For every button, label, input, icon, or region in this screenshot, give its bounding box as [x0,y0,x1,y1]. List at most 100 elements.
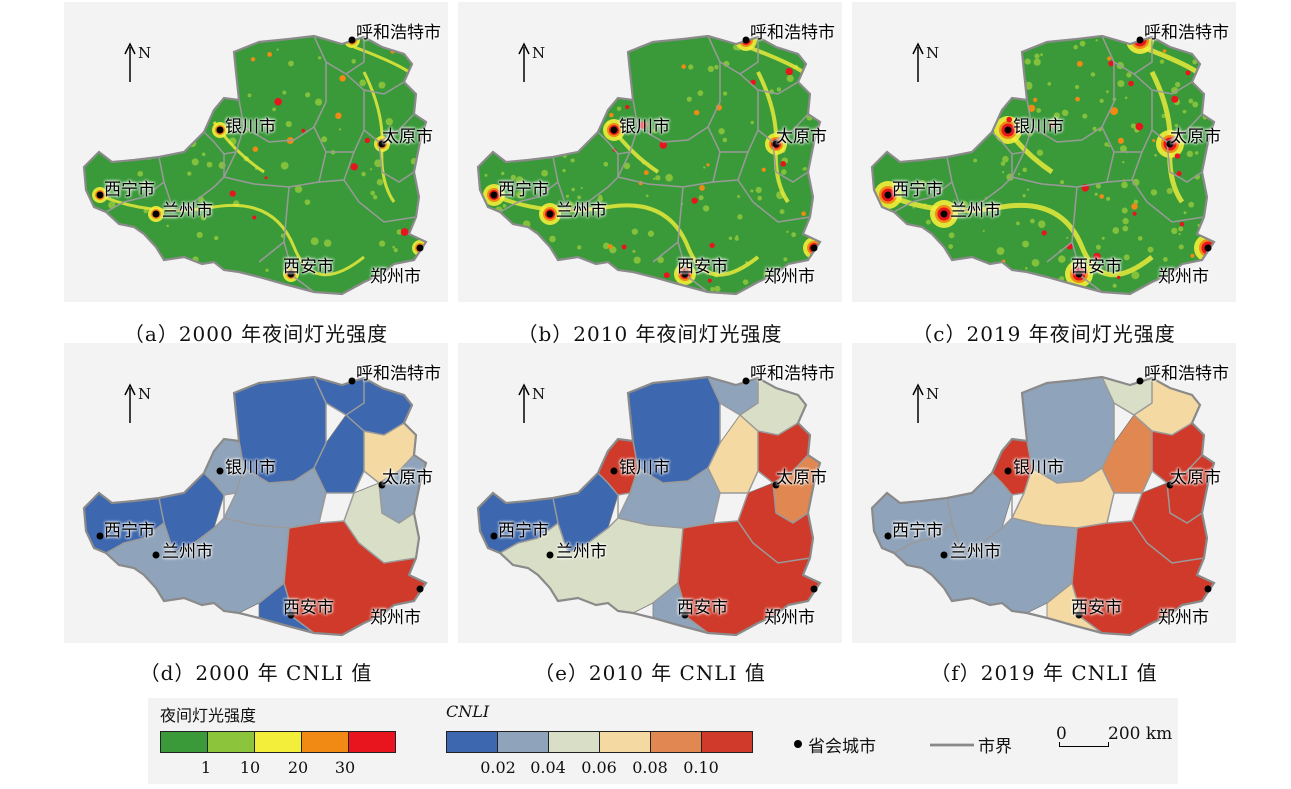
city-label-hohhot: 呼和浩特市 [356,364,441,384]
map-panel-f: N 呼和浩特市 银川市 太原市 西宁市 兰州市 西安市 郑州市 [852,343,1236,643]
city-label-taiyuan: 太原市 [776,127,827,147]
legend: 夜间灯光强度 1 10 20 30 CNLI 0.02 0.04 0.06 0.… [148,698,1178,784]
cnli-colorbar [446,731,753,753]
boundary-legend-label: 市界 [978,737,1012,757]
city-label-zhengzhou: 郑州市 [1158,267,1209,287]
map-panel-d: N 呼和浩特市 银川市 太原市 西宁市 兰州市 西安市 郑州市 [64,343,448,643]
north-arrow-icon [912,383,924,423]
city-marker [1136,36,1144,44]
city-label-xining: 西宁市 [498,180,549,200]
map-svg [870,34,1216,296]
cnli-swatch [549,732,600,752]
region-outline [82,375,428,637]
city-label-zhengzhou: 郑州市 [370,267,421,287]
city-marker [287,611,295,619]
night-light-raster [478,36,820,294]
city-marker [772,481,780,489]
map-panel-e: N 呼和浩特市 银川市 太原市 西宁市 兰州市 西安市 郑州市 [458,343,842,643]
map-panel-c: N 呼和浩特市 银川市 太原市 西宁市 兰州市 西安市 郑州市 [852,2,1236,302]
north-label: N [138,44,152,62]
city-marker [1136,377,1144,385]
north-arrow-icon [912,42,924,82]
city-marker [152,551,160,559]
map-svg [82,34,428,296]
ntl-tick: 20 [287,758,309,777]
cnli-tick: 0.10 [683,758,719,777]
city-marker [681,270,689,278]
city-label-taiyuan: 太原市 [1170,127,1221,147]
scale-bar [1059,742,1109,747]
city-marker [490,191,498,199]
city-marker [416,244,424,252]
city-marker [940,551,948,559]
city-label-lanzhou: 兰州市 [950,201,1001,221]
map-svg [476,34,822,296]
night-light-raster [84,36,426,294]
ntl-swatch [255,732,302,752]
city-marker [490,532,498,540]
caption-c: （c）2019 年夜间灯光强度 [912,322,1176,346]
cnli-swatch [651,732,702,752]
north-arrow-icon [518,383,530,423]
capital-dot-icon [794,740,802,748]
city-label-taiyuan: 太原市 [382,127,433,147]
ntl-swatch [349,732,395,752]
city-marker [810,585,818,593]
city-marker [1075,611,1083,619]
city-marker [546,551,554,559]
scale-zero: 0 [1056,724,1067,744]
city-label-zhengzhou: 郑州市 [1158,608,1209,628]
city-label-hohhot: 呼和浩特市 [750,364,835,384]
city-marker [681,611,689,619]
city-label-xining: 西宁市 [892,521,943,541]
ntl-swatch [161,732,208,752]
caption-d: （d）2000 年 CNLI 值 [139,661,373,685]
city-marker [348,377,356,385]
city-label-hohhot: 呼和浩特市 [356,23,441,43]
city-marker [152,210,160,218]
city-label-taiyuan: 太原市 [382,468,433,488]
map-panel-a: N 呼和浩特市 银川市 太原市 西宁市 兰州市 西安市 郑州市 [64,2,448,302]
cnli-swatch [447,732,498,752]
north-label: N [926,44,940,62]
region-outline [476,375,822,637]
city-marker [884,191,892,199]
city-label-xining: 西宁市 [498,521,549,541]
city-marker [1004,467,1012,475]
city-label-hohhot: 呼和浩特市 [1144,23,1229,43]
city-label-yinchuan: 银川市 [225,458,276,478]
ntl-tick: 30 [334,758,356,777]
ntl-swatch [208,732,255,752]
city-label-xian: 西安市 [677,598,728,618]
city-label-xian: 西安市 [283,257,334,277]
city-marker [1075,270,1083,278]
city-marker [416,585,424,593]
city-marker [1166,481,1174,489]
city-label-xining: 西宁市 [892,180,943,200]
scale-distance: 200 km [1108,724,1173,744]
region-outline [870,375,1216,637]
north-arrow-icon [124,42,136,82]
city-marker [348,36,356,44]
city-label-yinchuan: 银川市 [1013,117,1064,137]
ntl-legend-title: 夜间灯光强度 [160,706,257,725]
city-marker [1166,140,1174,148]
city-label-zhengzhou: 郑州市 [764,608,815,628]
region-outline [82,34,428,296]
caption-f: （f）2019 年 CNLI 值 [930,661,1158,685]
north-arrow-icon [518,42,530,82]
city-marker [378,140,386,148]
city-marker [96,532,104,540]
city-label-lanzhou: 兰州市 [556,201,607,221]
north-arrow-icon [124,383,136,423]
north-label: N [926,385,940,403]
region-outline [476,34,822,296]
city-label-taiyuan: 太原市 [1170,468,1221,488]
city-label-xining: 西宁市 [104,180,155,200]
caption-b: （b）2010 年夜间灯光强度 [517,322,783,346]
city-marker [287,270,295,278]
cnli-swatch [702,732,752,752]
city-label-lanzhou: 兰州市 [162,201,213,221]
city-marker [1204,585,1212,593]
map-svg [870,375,1216,637]
